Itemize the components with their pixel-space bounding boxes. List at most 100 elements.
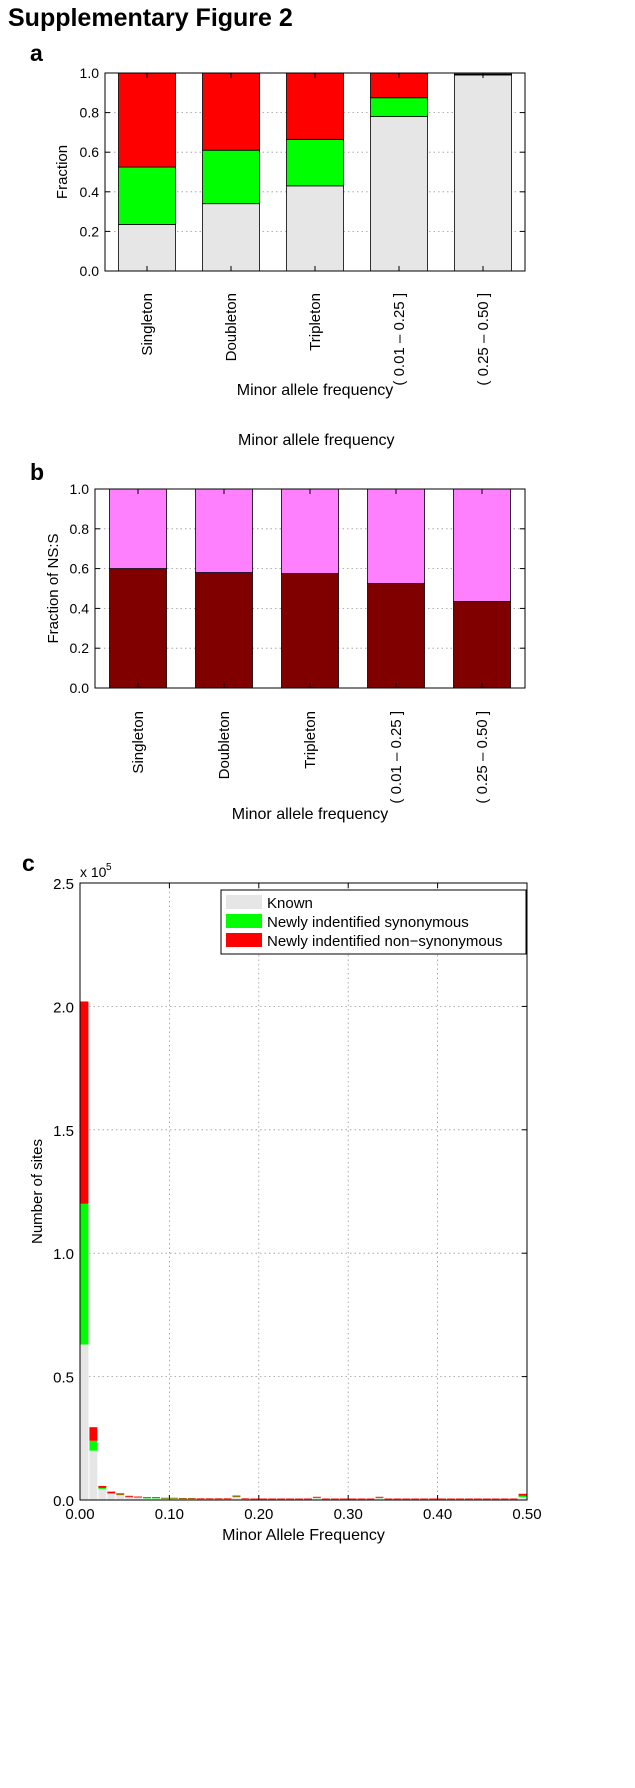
bar-segment-known [134, 1497, 143, 1500]
bar-segment-syn [366, 1499, 375, 1500]
bar-segment-nonsyn [304, 1498, 312, 1500]
bar-segment-nonsyn [491, 1498, 500, 1500]
bar-segment-known [187, 1498, 196, 1500]
bar-segment-nonsyn [286, 72, 344, 140]
axes-frame [104, 72, 526, 272]
bar-segment-nonsyn [366, 1498, 375, 1500]
bar-segment-syn [196, 1498, 205, 1500]
y-tick-label: 0.4 [70, 600, 90, 616]
bar-segment-nonsyn [411, 1498, 420, 1500]
x-tick-label: 0.50 [512, 1506, 541, 1523]
bar-segment-nonsyn [169, 1497, 178, 1499]
bar-segment-syn [384, 1499, 393, 1500]
bar-segment-syn [107, 1493, 116, 1494]
y-tick-label: 0.4 [80, 184, 100, 200]
bar-segment-nonsyn [89, 1427, 98, 1441]
x-tick-label: 0.20 [244, 1506, 273, 1523]
bar-segment-syn [118, 166, 176, 225]
bar-segment-nonsyn [402, 1498, 411, 1500]
bar-segment-known [169, 1498, 178, 1500]
x-tick-label: Doubleton [223, 293, 240, 361]
bar-segment-syn [259, 1499, 268, 1500]
y-exponent-label: 5 [106, 862, 112, 873]
bar-segment-nonsyn [202, 72, 260, 151]
bar-segment-nonsyn [455, 1498, 464, 1500]
legend-label: Known [267, 895, 313, 912]
bar-segment-ns_light [453, 488, 511, 602]
bar-segment-nonsyn [464, 1498, 473, 1500]
bar-segment-nonsyn [152, 1497, 160, 1498]
legend-swatch-known [226, 895, 262, 909]
bar-segment-nonsyn [348, 1498, 357, 1500]
y-axis-label: Fraction of NS:S [45, 533, 62, 643]
y-tick-label: 0.0 [80, 263, 100, 279]
bar-segment-syn [250, 1499, 259, 1500]
bar-segment-syn [277, 1499, 286, 1500]
x-tick-label: ( 0.25 – 0.50 ] [474, 711, 491, 804]
bar-segment-nonsyn [80, 1001, 89, 1204]
y-tick-label: 1.0 [53, 1246, 74, 1263]
axes-frame [94, 488, 526, 689]
bar-segment-syn [169, 1498, 178, 1499]
chart-b-svg: 0.0 0.2 0.4 0.6 0.8 1.0 Singleton Doubleton Trip… [45, 481, 526, 823]
legend-box [220, 889, 527, 955]
chart-a-svg: 0.0 0.2 0.4 0.6 0.8 1.0 Singleton Doubleton Trip… [54, 65, 526, 399]
y-tick-label: 0.6 [70, 561, 90, 577]
bar-segment-syn [241, 1498, 250, 1500]
bar-segment-syn [268, 1499, 277, 1500]
bar-segment-known [143, 1498, 152, 1500]
bar-segment-nonsyn [143, 1497, 152, 1498]
bar-segment-ns_dark [367, 583, 425, 689]
bar-segment-known [116, 1495, 125, 1500]
bar-segment-nonsyn [393, 1498, 402, 1500]
bar-segment-syn [205, 1498, 214, 1500]
x-tick-label: 0.30 [334, 1506, 363, 1523]
panel-label-a: a [30, 40, 43, 66]
y-tick-label: 0.5 [53, 1370, 74, 1387]
bar-segment-syn [80, 1203, 89, 1345]
bar-segment-syn [357, 1499, 366, 1500]
bar-segment-nonsyn [330, 1498, 339, 1500]
bar-segment-syn [447, 1499, 455, 1500]
bar-segment-nonsyn [268, 1498, 277, 1500]
bar-segment-syn [125, 1496, 134, 1498]
panel-label-c: c [22, 850, 35, 876]
y-tick-label: 0.2 [80, 223, 100, 239]
bar-segment-syn [143, 1497, 152, 1499]
bar-segment-syn [89, 1440, 98, 1451]
bar-segment-syn [348, 1499, 357, 1500]
bar-segment-nonsyn [116, 1493, 125, 1495]
bar-segment-nonsyn [196, 1498, 205, 1499]
bar-segment-nonsyn [241, 1498, 250, 1499]
panel-label-b: b [30, 459, 45, 485]
bar-segment-nonsyn [500, 1498, 509, 1500]
bar-segment-ns_light [367, 488, 425, 584]
legend-swatch-nonsyn [226, 933, 262, 947]
x-axis-label: Minor allele frequency [237, 382, 394, 399]
bar-segment-ns_light [195, 488, 253, 573]
y-tick-label: 0.8 [70, 521, 90, 537]
bar-segment-nonsyn [98, 1485, 107, 1488]
bar-segment-known [518, 1497, 527, 1500]
bar-segment-syn [370, 97, 428, 117]
bar-segment-syn [411, 1499, 420, 1500]
x-tick-label: Tripleton [307, 293, 324, 351]
bar-segment-nonsyn [187, 1498, 196, 1499]
bar-segment-syn [160, 1498, 169, 1499]
bar-segment-ns_dark [281, 573, 339, 689]
bar-segment-syn [223, 1498, 232, 1500]
bar-segment-known [98, 1488, 107, 1500]
x-tick-label: Singleton [139, 293, 156, 356]
bar-segment-ns_light [109, 488, 167, 569]
bar-segment-nonsyn [214, 1498, 223, 1499]
bar-segment-nonsyn [473, 1498, 482, 1500]
bar-segment-known [202, 203, 260, 272]
bar-segment-nonsyn [223, 1498, 232, 1499]
bar-segment-nonsyn [118, 72, 176, 168]
bar-segment-nonsyn [509, 1498, 518, 1500]
bar-segment-nonsyn [295, 1498, 303, 1500]
bar-segment-syn [491, 1499, 500, 1500]
bar-segment-syn [473, 1499, 482, 1500]
bar-segment-syn [116, 1494, 125, 1496]
x-tick-label: 0.40 [423, 1506, 452, 1523]
